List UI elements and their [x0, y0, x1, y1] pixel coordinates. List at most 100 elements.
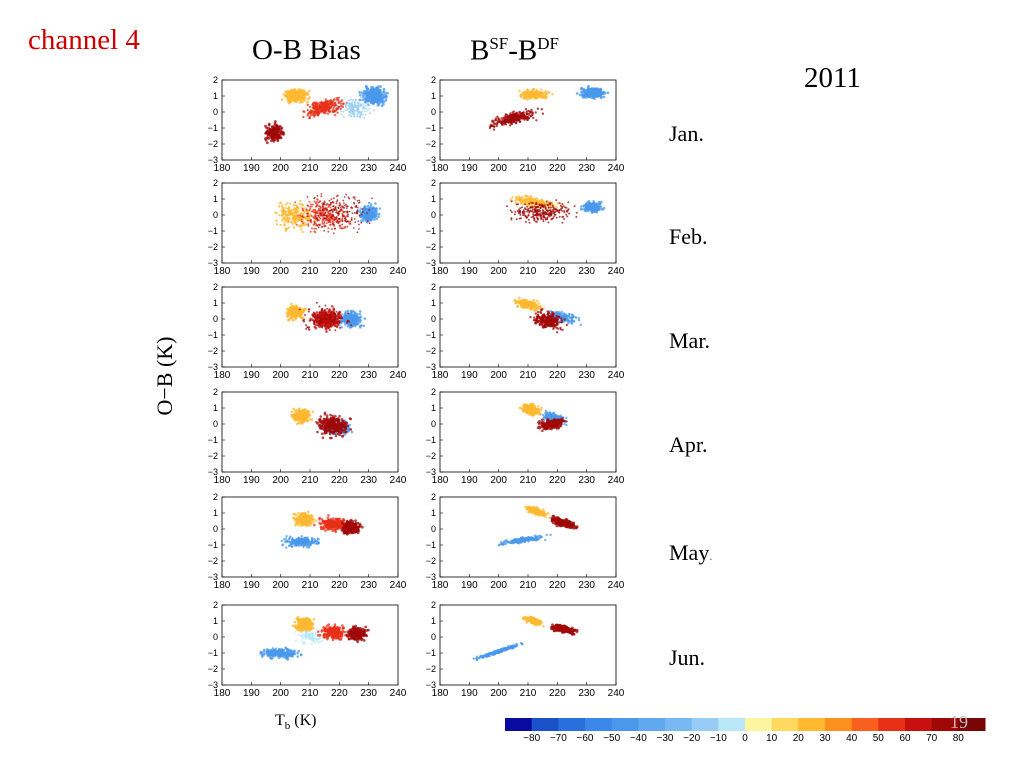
- data-point: [531, 208, 534, 211]
- data-point: [541, 112, 545, 115]
- data-point: [303, 320, 305, 323]
- data-point: [575, 92, 579, 95]
- data-point: [335, 100, 338, 102]
- data-point: [552, 326, 556, 329]
- data-point: [361, 95, 365, 98]
- data-point: [362, 105, 365, 108]
- data-point: [580, 90, 583, 94]
- data-point: [336, 199, 339, 202]
- data-point: [264, 124, 267, 128]
- data-point: [295, 93, 298, 96]
- data-point: [275, 223, 279, 226]
- x-tick-label: 180: [432, 163, 449, 174]
- data-point: [331, 305, 334, 308]
- data-point: [541, 318, 545, 322]
- data-point: [378, 207, 382, 210]
- data-point: [544, 217, 547, 220]
- data-point: [330, 201, 332, 204]
- data-point: [539, 311, 543, 315]
- data-point: [366, 98, 370, 102]
- data-point: [318, 320, 321, 323]
- data-point: [307, 205, 310, 207]
- data-point: [344, 313, 347, 317]
- data-point: [521, 302, 524, 306]
- data-point: [327, 227, 330, 230]
- data-point: [315, 301, 318, 304]
- data-point: [504, 123, 508, 126]
- data-point: [315, 316, 318, 319]
- data-point: [328, 316, 331, 318]
- data-point: [376, 104, 380, 107]
- data-point: [353, 196, 356, 199]
- data-point: [534, 96, 537, 100]
- data-point: [514, 210, 517, 213]
- data-point: [313, 211, 316, 214]
- data-point: [528, 221, 531, 224]
- data-point: [358, 102, 361, 104]
- data-point: [526, 88, 529, 92]
- data-point: [287, 207, 290, 210]
- data-point: [375, 207, 378, 210]
- data-point: [329, 210, 331, 212]
- data-point: [539, 207, 542, 210]
- data-point: [508, 124, 512, 127]
- data-point: [523, 203, 526, 206]
- data-point: [304, 314, 306, 316]
- data-point: [306, 97, 310, 101]
- data-point: [350, 115, 353, 118]
- data-point: [331, 220, 334, 223]
- data-point: [502, 118, 506, 121]
- data-point: [311, 227, 313, 230]
- data-point: [349, 317, 352, 321]
- data-point: [530, 93, 533, 97]
- data-point: [310, 205, 313, 208]
- data-point: [567, 201, 570, 204]
- data-point: [312, 102, 315, 105]
- data-point: [518, 110, 521, 114]
- data-point: [268, 128, 272, 132]
- data-point: [325, 217, 328, 220]
- data-point: [356, 209, 359, 212]
- data-point: [333, 197, 335, 200]
- data-point: [360, 213, 363, 216]
- data-point: [313, 315, 316, 318]
- data-point: [587, 95, 591, 99]
- x-tick-label: 190: [243, 163, 260, 174]
- data-point: [528, 303, 532, 307]
- data-point: [524, 108, 528, 111]
- data-point: [549, 315, 553, 319]
- data-point: [302, 222, 305, 225]
- data-point: [515, 111, 518, 115]
- data-point: [331, 209, 333, 212]
- data-point: [340, 110, 343, 113]
- data-point: [279, 136, 282, 139]
- data-point: [542, 220, 545, 223]
- x-tick-label: 220: [549, 266, 566, 277]
- data-point: [537, 208, 539, 211]
- data-point: [337, 96, 340, 100]
- y-tick-label: 1: [431, 298, 436, 308]
- y-tick-label: −1: [208, 330, 218, 340]
- x-tick-label: 200: [490, 163, 507, 174]
- data-point: [335, 105, 338, 108]
- data-point: [335, 211, 337, 214]
- data-point: [522, 214, 525, 217]
- data-point: [600, 200, 603, 204]
- data-point: [314, 113, 317, 117]
- data-point: [384, 92, 388, 96]
- data-point: [581, 208, 584, 211]
- data-point: [346, 225, 349, 228]
- data-point: [555, 331, 559, 334]
- data-point: [542, 205, 545, 208]
- data-point: [330, 320, 333, 323]
- data-point: [366, 220, 369, 223]
- data-point: [369, 203, 373, 206]
- data-point: [518, 296, 521, 300]
- data-point: [309, 111, 312, 115]
- data-point: [299, 225, 302, 228]
- data-point: [535, 206, 538, 209]
- data-point: [566, 318, 569, 321]
- data-point: [325, 325, 328, 328]
- data-point: [513, 299, 517, 303]
